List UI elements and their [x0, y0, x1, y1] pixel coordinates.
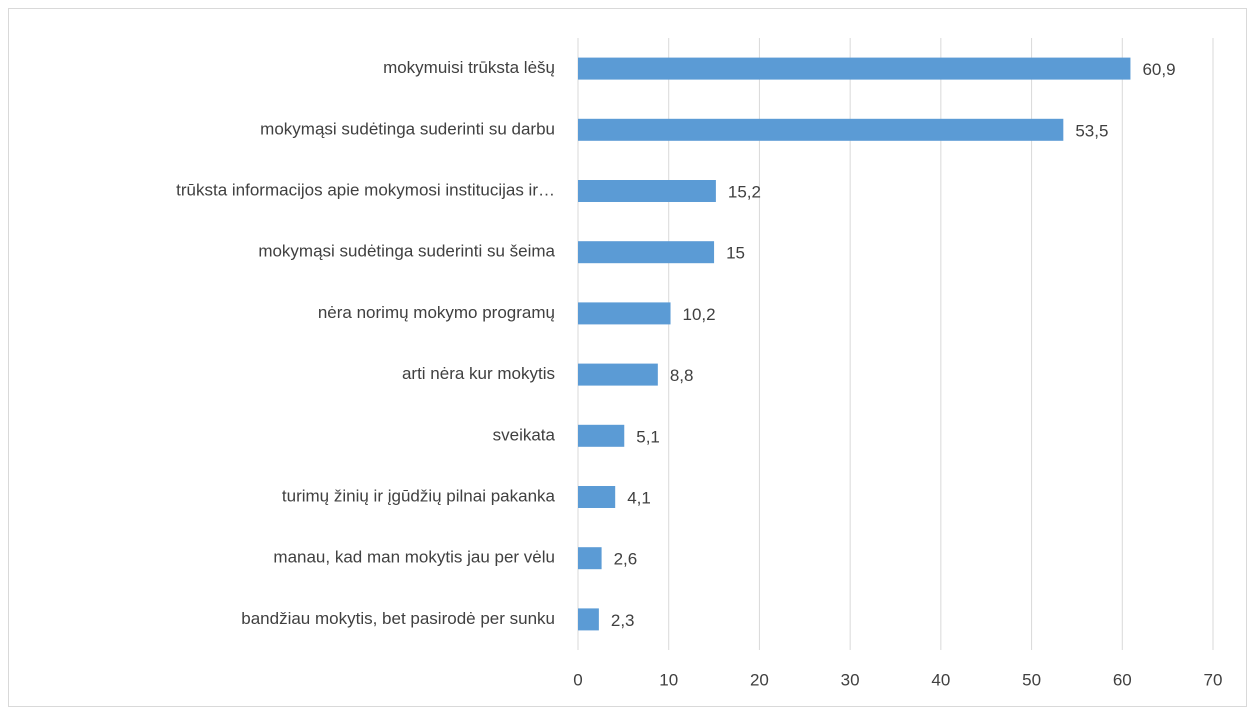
y-tick-label: turimų žinių ir įgūdžių pilnai pakanka	[282, 486, 556, 505]
x-tick-label: 20	[750, 670, 769, 689]
bar	[578, 302, 671, 325]
data-label: 2,3	[611, 611, 635, 630]
bar	[578, 363, 658, 386]
y-tick-label: trūksta informacijos apie mokymosi insti…	[176, 180, 555, 199]
data-label: 10,2	[683, 305, 716, 324]
y-tick-label: mokymąsi sudėtinga suderinti su šeima	[258, 242, 555, 261]
x-tick-label: 30	[841, 670, 860, 689]
x-tick-label: 70	[1204, 670, 1223, 689]
bar	[578, 241, 715, 264]
y-tick-label: mokymuisi trūksta lėšų	[383, 58, 555, 77]
bar	[578, 486, 616, 508]
data-label: 4,1	[627, 488, 651, 507]
data-label: 5,1	[636, 427, 660, 446]
chart-border	[8, 8, 1247, 707]
data-label: 8,8	[670, 366, 694, 385]
x-tick-label: 40	[931, 670, 950, 689]
bar	[578, 424, 625, 447]
bar	[578, 118, 1064, 141]
bar	[578, 180, 716, 202]
x-tick-label: 50	[1022, 670, 1041, 689]
data-label: 53,5	[1075, 121, 1108, 140]
y-tick-label: sveikata	[493, 425, 556, 444]
y-tick-label: bandžiau mokytis, bet pasirodė per sunku	[241, 609, 555, 628]
bar	[578, 547, 602, 570]
data-label: 2,6	[614, 550, 638, 569]
data-label: 15	[726, 244, 745, 263]
x-tick-label: 0	[573, 670, 582, 689]
y-tick-label: manau, kad man mokytis jau per vėlu	[273, 548, 555, 567]
bar	[578, 608, 599, 631]
data-label: 15,2	[728, 182, 761, 201]
y-tick-label: mokymąsi sudėtinga suderinti su darbu	[260, 119, 555, 138]
y-tick-label: arti nėra kur mokytis	[402, 364, 555, 383]
y-tick-label: nėra norimų mokymo programų	[318, 303, 555, 322]
data-label: 60,9	[1142, 60, 1175, 79]
bar	[578, 57, 1131, 80]
x-tick-label: 60	[1113, 670, 1132, 689]
x-tick-label: 10	[659, 670, 678, 689]
